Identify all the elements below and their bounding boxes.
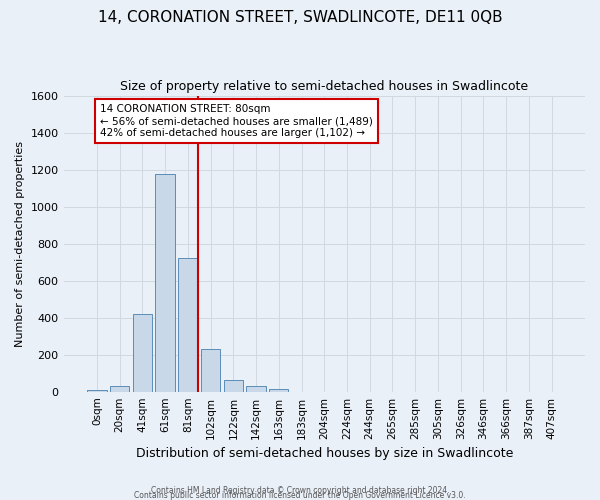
Text: Contains HM Land Registry data © Crown copyright and database right 2024.: Contains HM Land Registry data © Crown c…: [151, 486, 449, 495]
Text: 14, CORONATION STREET, SWADLINCOTE, DE11 0QB: 14, CORONATION STREET, SWADLINCOTE, DE11…: [98, 10, 502, 25]
X-axis label: Distribution of semi-detached houses by size in Swadlincote: Distribution of semi-detached houses by …: [136, 447, 513, 460]
Bar: [110, 386, 130, 392]
Bar: [247, 386, 266, 392]
Text: Contains public sector information licensed under the Open Government Licence v3: Contains public sector information licen…: [134, 491, 466, 500]
Y-axis label: Number of semi-detached properties: Number of semi-detached properties: [15, 140, 25, 346]
Bar: [87, 390, 107, 392]
Title: Size of property relative to semi-detached houses in Swadlincote: Size of property relative to semi-detach…: [120, 80, 529, 93]
Bar: [201, 349, 220, 392]
Bar: [269, 390, 289, 392]
Bar: [133, 314, 152, 392]
Text: 14 CORONATION STREET: 80sqm
← 56% of semi-detached houses are smaller (1,489)
42: 14 CORONATION STREET: 80sqm ← 56% of sem…: [100, 104, 373, 138]
Bar: [155, 174, 175, 392]
Bar: [178, 258, 197, 392]
Bar: [224, 380, 243, 392]
